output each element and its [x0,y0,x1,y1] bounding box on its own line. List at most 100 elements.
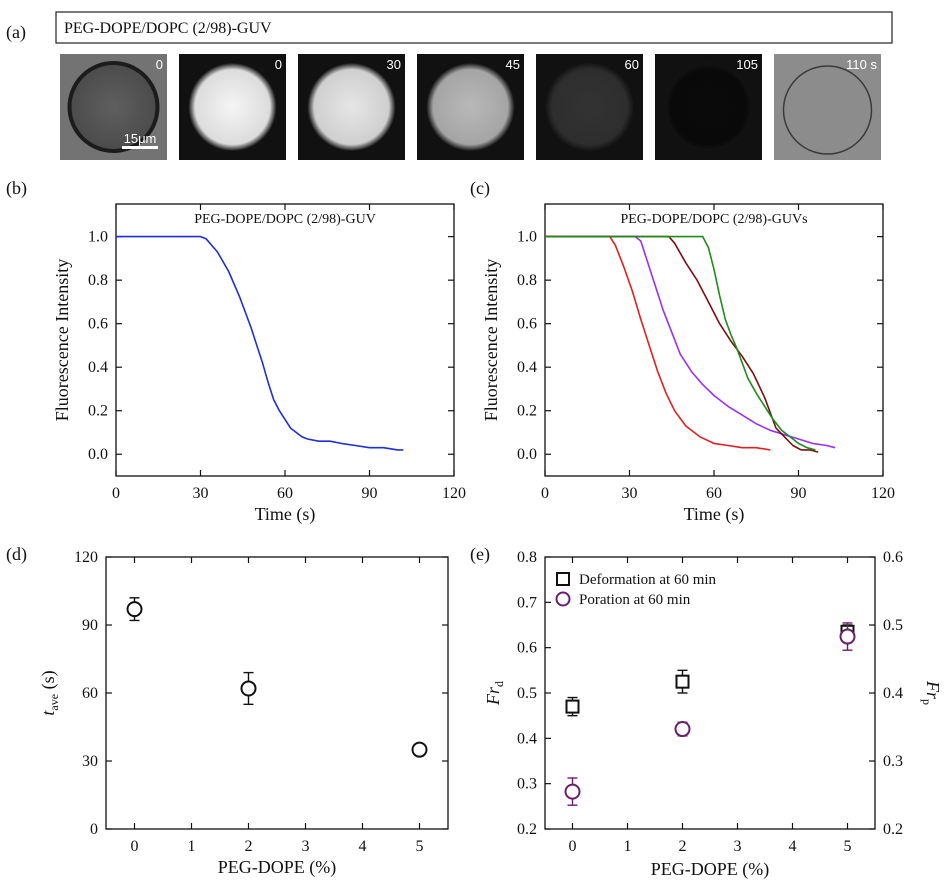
y-tick-label: 30 [82,753,98,770]
panel-d-letter: (d) [6,544,27,565]
plot-frame [105,556,449,830]
frame-time-label: 60 [625,57,639,72]
data-point-square [565,699,580,714]
series-line [545,235,819,453]
x-tick-label: 1 [624,838,632,855]
y-right-label-main: Fr [923,680,943,700]
micrograph-frame [774,54,881,160]
y-left-label-sub: d [492,681,506,687]
chart-annotation: PEG-DOPE/DOPC (2/98)-GUV [194,212,376,227]
x-axis-label: PEG-DOPE (%) [218,857,337,878]
y-tick-label: 0 [90,821,98,838]
y-tick-label: 0.0 [517,446,537,463]
chart-b: 0 30 60 90 120 0.0 0.2 0.4 0.6 0.8 1.0 PEG-DOPE/DOP… [52,203,466,525]
y-right-axis-label: Frp [920,680,943,705]
x-tick-label: 2 [679,838,687,855]
plot-frame [544,203,884,477]
frame-time-label: 45 [506,57,520,72]
y-right-tick-label: 0.2 [883,821,903,838]
frame-time-label: 30 [387,57,401,72]
vesicle-fluorescence [188,63,277,151]
x-tick-label: 1 [188,838,196,855]
x-axis-label: Time (s) [255,504,316,525]
y-tick-label: 0.6 [517,640,537,657]
data-point-circle [674,721,691,738]
scale-bar [122,146,158,149]
data-point [411,741,428,758]
vesicle-fluorescence [426,63,515,151]
y-axis-label: Fluorescence Intensity [52,259,72,421]
y-tick-label: 0.6 [88,316,108,333]
y-left-label-main: Fr [483,686,503,706]
chart-annotation: PEG-DOPE/DOPC (2/98)-GUVs [620,212,807,227]
x-tick-label: 120 [871,485,895,502]
y-tick-label: 0.4 [88,359,108,376]
x-tick-label: 60 [277,485,293,502]
y-tick-label: 0.0 [88,446,108,463]
y-right-tick-label: 0.6 [883,549,903,566]
panel-b-letter: (b) [6,178,27,199]
frame-time-label: 105 [736,57,758,72]
y-right-label-sub: p [920,699,934,705]
panel-c-letter: (c) [470,178,490,199]
data-point [240,680,257,697]
x-tick-label: 0 [112,485,120,502]
panel-e-letter: (e) [470,544,490,565]
x-tick-label: 3 [734,838,742,855]
series-line [545,235,816,451]
vesicle-fluorescence [307,63,396,151]
x-tick-label: 3 [302,838,310,855]
y-tick-label: 0.2 [517,821,537,838]
x-tick-label: 0 [131,838,139,855]
frame-time-label: 0 [156,57,163,72]
legend-marker-circle [555,591,571,607]
data-point-circle [564,783,581,800]
y-axis-label-main: t [38,710,58,716]
panel-a-banner: PEG-DOPE/DOPC (2/98)-GUV [64,20,272,37]
x-axis-label: PEG-DOPE (%) [651,859,770,880]
y-tick-label: 0.2 [517,403,537,420]
chart-d: 0 1 2 3 4 5 0 30 60 90 120 PEG-DOPE (%) tave (s) [38,549,449,878]
y-tick-label: 0.8 [517,549,537,566]
data-point-circle [839,628,856,645]
data-point-square [675,674,690,689]
y-tick-label: 0.3 [517,776,537,793]
y-left-axis-label: Frd [483,681,506,706]
y-right-tick-label: 0.3 [883,753,903,770]
y-right-tick-label: 0.5 [883,617,903,634]
vesicle-outline [782,65,873,155]
series-line [545,235,771,451]
y-tick-label: 90 [82,617,98,634]
legend-marker-square [556,572,570,586]
y-tick-label: 60 [82,685,98,702]
y-tick-label: 1.0 [517,229,537,246]
vesicle-fluorescence [664,63,753,151]
x-tick-label: 2 [245,838,253,855]
y-tick-label: 0.4 [517,359,537,376]
vesicle-phase [67,61,160,153]
y-tick-label: 1.0 [88,229,108,246]
y-tick-label: 0.7 [517,594,537,611]
y-tick-label: 0.2 [88,403,108,420]
panel-a-banner-box [55,11,893,44]
micrograph-strip: 0 15μm 0 30 45 60 105 110 s [60,54,881,160]
y-axis-label-unit: (s) [38,670,59,694]
x-axis-label: Time (s) [684,504,745,525]
y-tick-label: 0.4 [517,730,537,747]
x-tick-label: 30 [193,485,209,502]
y-tick-label: 0.6 [517,316,537,333]
frame-time-label: 0 [275,57,282,72]
y-tick-label: 0.8 [517,272,537,289]
panel-a-letter: (a) [6,22,26,43]
frame-time-label: 110 s [846,57,877,72]
x-tick-label: 30 [622,485,638,502]
y-right-tick-label: 0.4 [883,685,903,702]
x-tick-label: 4 [359,838,367,855]
x-tick-label: 4 [789,838,797,855]
x-tick-label: 0 [541,485,549,502]
chart-c: 0 30 60 90 120 0.0 0.2 0.4 0.6 0.8 1.0 PEG-DOPE/DOP… [481,203,895,525]
chart-e: 0 1 2 3 4 5 0.2 0.3 0.4 0.5 0.6 0.7 0.8 0.2 0.3 0.4 0.5 0… [483,549,943,880]
plot-frame [115,203,455,477]
y-axis-label-sub: ave [47,694,61,711]
